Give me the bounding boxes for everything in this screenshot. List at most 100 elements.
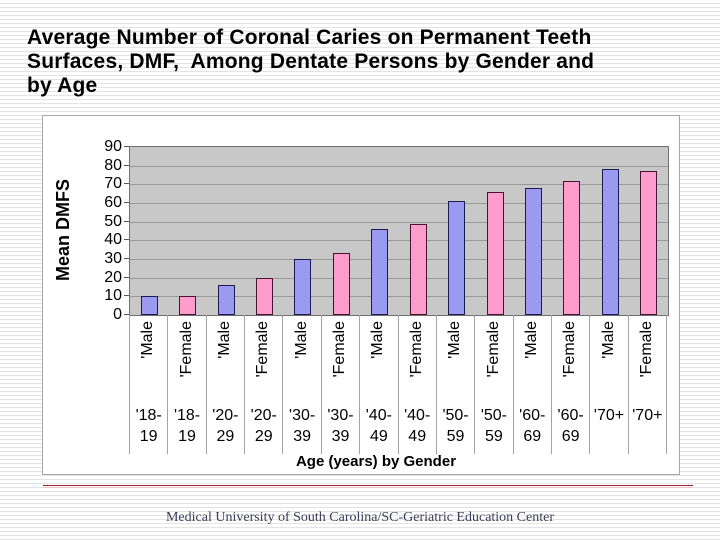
y-tick-label: 20 (104, 268, 122, 286)
y-tick-mark (124, 202, 129, 203)
age-label: '18- 19 (130, 405, 167, 447)
y-tick-mark (124, 239, 129, 241)
age-label: '20- 29 (245, 405, 282, 447)
age-label: '70+ (629, 405, 666, 426)
y-tick-mark (124, 295, 129, 297)
divider-line-light (43, 487, 693, 488)
age-label-line-2: 69 (561, 428, 580, 445)
category-column: 'Male '50- 59 (437, 315, 476, 454)
gender-label-text: 'Female (637, 321, 655, 378)
category-column: 'Female '50- 59 (475, 315, 514, 454)
gender-label: 'Female (168, 321, 205, 377)
divider-line-dark (43, 485, 693, 486)
gender-label: 'Female (399, 321, 436, 377)
bar-male-20-29 (217, 285, 235, 315)
age-label-line-2: 39 (293, 428, 312, 445)
age-label: '50- 59 (475, 405, 512, 447)
age-label-line-2: 59 (485, 428, 503, 445)
age-label-line-1: '70+ (593, 407, 625, 424)
category-column: 'Male '60- 69 (514, 315, 552, 454)
gender-label-text: 'Male (522, 321, 540, 359)
age-label: '60- 69 (514, 405, 551, 447)
y-tick-label: 80 (104, 156, 122, 174)
gender-label-text: 'Female (561, 321, 579, 378)
y-tick-mark (124, 220, 129, 222)
age-label-line-1: '70+ (632, 407, 663, 424)
age-label-line-1: '20- (212, 407, 239, 424)
age-label-line-2: 19 (139, 428, 158, 445)
y-tick-label: 30 (104, 250, 122, 267)
gender-label: 'Female (629, 321, 666, 377)
gridline (130, 221, 668, 223)
age-label-line-1: '50- (442, 407, 469, 424)
age-label-line-2: 69 (523, 428, 542, 445)
plot-area (129, 146, 669, 316)
gender-label: 'Male (437, 321, 474, 359)
age-label-line-1: '60- (557, 407, 584, 424)
y-axis: 0 10 20 30 40 50 60 70 80 90 (43, 116, 129, 474)
y-tick-label: 50 (104, 212, 122, 230)
age-label-line-1: '60- (519, 407, 546, 424)
category-column: 'Male '70+ (590, 315, 629, 454)
age-label: '70+ (590, 405, 627, 426)
y-tick-label: 40 (104, 231, 122, 249)
age-label-line-1: '30- (327, 407, 354, 424)
category-column: 'Female '40- 49 (399, 315, 437, 454)
category-column: 'Female '30- 39 (322, 315, 361, 454)
gender-label-text: 'Female (177, 321, 195, 378)
x-axis: 'Male '18- 19 'Female '18- 19 'Male '20- 29 'Fema… (129, 315, 668, 454)
slide-title-line-2: Surfaces, DMF, Among Dentate Persons by … (27, 50, 595, 73)
gender-label: 'Female (552, 321, 589, 377)
gridline (130, 240, 668, 242)
gender-label: 'Male (590, 321, 627, 359)
bar-female-50-59 (486, 191, 504, 315)
chart-container: Mean DMFS 0 10 20 30 40 50 60 70 80 90 'Male '18- 1… (42, 115, 680, 475)
y-tick-mark (124, 146, 129, 147)
gender-label-text: 'Female (407, 321, 425, 378)
category-column: 'Male '30- 39 (283, 315, 322, 454)
bar-female-18-19 (179, 296, 197, 315)
gender-label-text: 'Male (292, 321, 310, 359)
y-tick-mark (124, 314, 129, 315)
age-label-line-2: 19 (178, 428, 196, 445)
gender-label: 'Male (130, 321, 167, 359)
gridline (130, 165, 668, 167)
age-label: '60- 69 (552, 405, 589, 447)
y-tick-mark (124, 258, 129, 259)
gridline (130, 203, 668, 204)
age-label-line-1: '18- (135, 407, 162, 424)
age-label: '18- 19 (168, 405, 205, 447)
y-tick-label: 10 (104, 287, 122, 305)
age-label-line-2: 29 (216, 428, 235, 445)
slide-title-line-1: Average Number of Coronal Caries on Perm… (27, 26, 592, 49)
gender-label: 'Male (514, 321, 551, 359)
age-label-line-1: '40- (365, 407, 392, 424)
x-axis-title: Age (years) by Gender (295, 453, 457, 470)
slide-title: Average Number of Coronal Caries on Perm… (27, 26, 594, 98)
gender-label: 'Female (245, 321, 282, 377)
gender-label: 'Male (207, 321, 244, 359)
category-column: 'Female '18- 19 (168, 315, 207, 454)
bar-female-60-69 (563, 180, 581, 315)
gridline (130, 184, 668, 186)
bar-female-20-29 (256, 277, 273, 315)
y-tick-mark (124, 183, 129, 185)
gender-label-text: 'Female (484, 321, 502, 378)
y-tick-label: 90 (104, 138, 122, 155)
footer-credit: Medical University of South Carolina/SC-… (165, 510, 554, 525)
age-label: '40- 49 (399, 405, 436, 447)
category-column: 'Male '20- 29 (207, 315, 246, 454)
category-column: 'Male '18- 19 (130, 315, 169, 454)
y-tick-mark (124, 276, 129, 278)
bar-male-40-49 (371, 229, 389, 315)
y-tick-mark (124, 164, 129, 166)
bar-female-70+ (640, 171, 658, 315)
age-label: '40- 49 (360, 405, 397, 447)
bar-male-60-69 (525, 188, 542, 315)
category-column: 'Female '60- 69 (552, 315, 591, 454)
gridline (130, 296, 668, 298)
bar-male-50-59 (448, 201, 466, 315)
gender-label-text: 'Male (216, 321, 233, 359)
age-label-line-2: 59 (446, 428, 465, 445)
